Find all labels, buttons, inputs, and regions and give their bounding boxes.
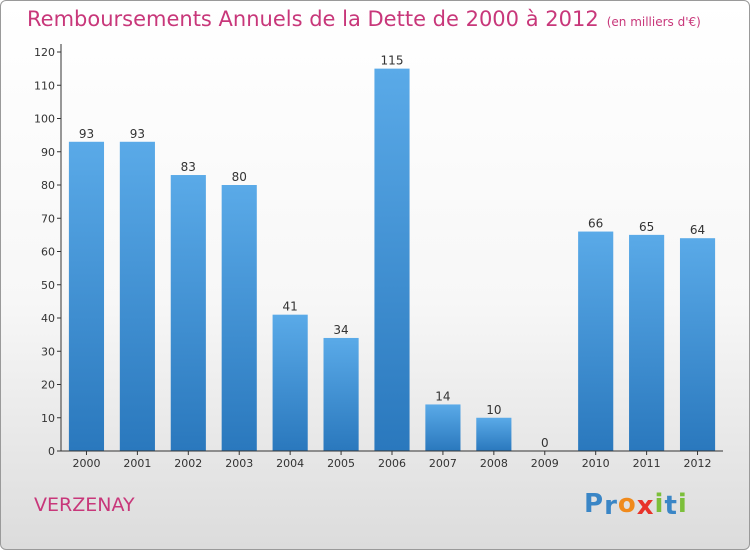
bar-2011 [629, 234, 665, 451]
y-tick-label: 40 [41, 312, 55, 325]
y-tick-label: 60 [41, 246, 55, 259]
y-tick-label: 70 [41, 212, 55, 225]
y-tick-label: 110 [34, 79, 55, 92]
x-tick-label-2008: 2008 [480, 457, 508, 470]
x-tick-label-2007: 2007 [429, 457, 457, 470]
x-tick-label-2001: 2001 [123, 457, 151, 470]
bars-group: 93 93 83 80 41 34 115 14 10 0 66 65 64 [68, 54, 716, 451]
data-label-2006: 115 [381, 54, 404, 68]
logo-letter: i [677, 489, 688, 519]
y-tick-label: 50 [41, 279, 55, 292]
bar-2006 [374, 68, 410, 451]
commune-name: VERZENAY [34, 494, 135, 516]
logo-letter: P [584, 489, 605, 519]
y-tick-label: 90 [41, 146, 55, 159]
x-tick-label-2006: 2006 [378, 457, 406, 470]
bar-2007 [425, 404, 461, 451]
data-label-2011: 65 [639, 220, 654, 234]
data-label-2002: 83 [181, 160, 196, 174]
data-label-2003: 80 [232, 170, 247, 184]
chart-title-text: Remboursements Annuels de la Dette de 20… [27, 7, 599, 31]
x-tick-label-2000: 2000 [72, 457, 100, 470]
y-tick-label: 100 [34, 113, 55, 126]
bar-2001 [119, 141, 155, 451]
logo-letter: x [636, 491, 655, 521]
x-tick-label-2002: 2002 [174, 457, 202, 470]
bar-2010 [578, 231, 614, 451]
x-tick-label-2012: 2012 [684, 457, 712, 470]
x-tick-label-2009: 2009 [531, 457, 559, 470]
y-axis: 0 10 20 30 40 50 60 70 80 90 100 110 120 [34, 44, 62, 458]
data-label-2000: 93 [79, 127, 94, 141]
data-label-2009: 0 [541, 436, 549, 450]
data-label-2004: 41 [283, 300, 298, 314]
data-label-2010: 66 [588, 217, 603, 231]
logo-letter: t [664, 491, 678, 521]
x-tick-label-2004: 2004 [276, 457, 304, 470]
y-tick-label: 0 [48, 445, 55, 458]
x-tick-label-2011: 2011 [633, 457, 661, 470]
logo-letter: r [604, 491, 618, 521]
y-tick-label: 10 [41, 412, 55, 425]
bar-2003 [221, 185, 257, 451]
logo-letter: i [654, 489, 665, 519]
data-label-2008: 10 [486, 403, 501, 417]
x-tick-label-2005: 2005 [327, 457, 355, 470]
chart-title: Remboursements Annuels de la Dette de 20… [27, 7, 701, 31]
logo-letter: o [617, 489, 637, 519]
bar-2000 [68, 141, 105, 451]
bar-2005 [323, 337, 359, 451]
data-label-2012: 64 [690, 223, 705, 237]
x-tick-label-2010: 2010 [582, 457, 610, 470]
bar-2004 [272, 314, 308, 451]
chart-unit-label: (en milliers d'€) [606, 15, 701, 29]
bar-2008 [476, 417, 512, 451]
y-tick-label: 120 [34, 46, 55, 59]
data-label-2001: 93 [130, 127, 145, 141]
bar-2012 [679, 238, 716, 451]
x-axis: 2000 2001 2002 2003 2004 2005 2006 2007 2008 2009… [61, 450, 723, 470]
x-tick-label-2003: 2003 [225, 457, 253, 470]
bar-2002 [170, 175, 206, 451]
y-tick-label: 20 [41, 379, 55, 392]
proxiti-logo: Proxiti [584, 489, 688, 521]
data-label-2007: 14 [435, 389, 450, 403]
y-tick-label: 80 [41, 179, 55, 192]
data-label-2005: 34 [333, 323, 348, 337]
y-tick-label: 30 [41, 345, 55, 358]
